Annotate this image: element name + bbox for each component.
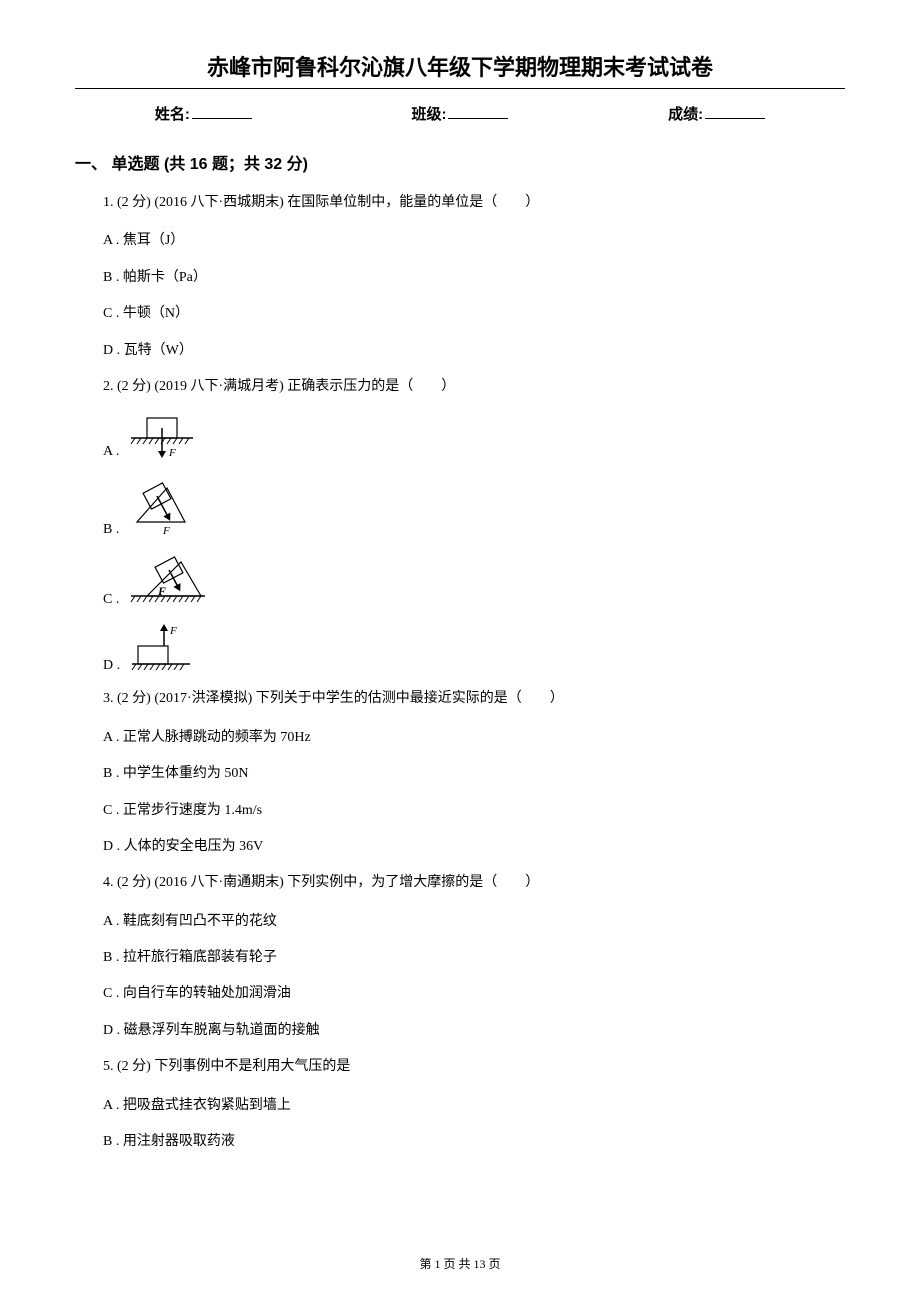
q3-stem: 3. (2 分) (2017·洪泽模拟) 下列关于中学生的估测中最接近实际的是（… — [103, 688, 845, 710]
q2-option-c: C . F — [103, 552, 845, 608]
q2-d-label: D . — [103, 658, 120, 674]
class-label: 班级: — [411, 103, 446, 124]
page-footer: 第 1 页 共 13 页 — [0, 1255, 920, 1272]
q1-option-b: B . 帕斯卡（Pa） — [103, 267, 845, 289]
section-number: 一、 — [75, 156, 107, 173]
q4-stem: 4. (2 分) (2016 八下·南通期末) 下列实例中，为了增大摩擦的是（ … — [103, 872, 845, 894]
q5-option-b: B . 用注射器吸取药液 — [103, 1131, 845, 1153]
svg-text:F: F — [162, 525, 170, 537]
q4-option-d: D . 磁悬浮列车脱离与轨道面的接触 — [103, 1020, 845, 1042]
q2-c-label: C . — [103, 592, 119, 608]
section-meta: (共 16 题；共 32 分) — [164, 156, 308, 173]
q2-option-d: D . F — [103, 622, 845, 674]
student-info-row: 姓名: 班级: 成绩: — [75, 97, 845, 130]
name-field: 姓名: — [155, 103, 252, 124]
q4-option-a: A . 鞋底刻有凹凸不平的花纹 — [103, 911, 845, 933]
q2-a-label: A . — [103, 444, 119, 460]
q5-option-a: A . 把吸盘式挂衣钩紧贴到墙上 — [103, 1095, 845, 1117]
q2-diagram-c-icon: F — [123, 552, 211, 608]
svg-text:F: F — [169, 625, 177, 637]
section-heading: 一、 单选题 (共 16 题；共 32 分) — [75, 150, 845, 174]
q3-option-a: A . 正常人脉搏跳动的频率为 70Hz — [103, 727, 845, 749]
q2-diagram-a-icon: F — [123, 414, 201, 460]
q3-option-b: B . 中学生体重约为 50N — [103, 763, 845, 785]
q2-diagram-d-icon: F — [124, 622, 202, 674]
svg-text:F: F — [168, 447, 176, 459]
name-blank — [192, 118, 252, 119]
q1-option-a: A . 焦耳（J） — [103, 230, 845, 252]
score-blank — [705, 118, 765, 119]
section-title: 单选题 — [111, 156, 159, 173]
q2-diagram-b-icon: F — [123, 474, 201, 538]
q3-option-c: C . 正常步行速度为 1.4m/s — [103, 800, 845, 822]
class-blank — [448, 118, 508, 119]
q2-option-a: A . F — [103, 414, 845, 460]
q1-option-d: D . 瓦特（W） — [103, 340, 845, 362]
q2-stem: 2. (2 分) (2019 八下·满城月考) 正确表示压力的是（ ） — [103, 376, 845, 398]
score-label: 成绩: — [668, 103, 703, 124]
class-field: 班级: — [411, 103, 508, 124]
q1-stem: 1. (2 分) (2016 八下·西城期末) 在国际单位制中，能量的单位是（ … — [103, 192, 845, 214]
score-field: 成绩: — [668, 103, 765, 124]
q4-option-b: B . 拉杆旅行箱底部装有轮子 — [103, 947, 845, 969]
q3-option-d: D . 人体的安全电压为 36V — [103, 836, 845, 858]
q4-option-c: C . 向自行车的转轴处加润滑油 — [103, 983, 845, 1005]
name-label: 姓名: — [155, 103, 190, 124]
q2-b-label: B . — [103, 522, 119, 538]
q2-option-b: B . F — [103, 474, 845, 538]
q5-stem: 5. (2 分) 下列事例中不是利用大气压的是 — [103, 1056, 845, 1078]
exam-title: 赤峰市阿鲁科尔沁旗八年级下学期物理期末考试试卷 — [75, 50, 845, 89]
q1-option-c: C . 牛顿（N） — [103, 303, 845, 325]
